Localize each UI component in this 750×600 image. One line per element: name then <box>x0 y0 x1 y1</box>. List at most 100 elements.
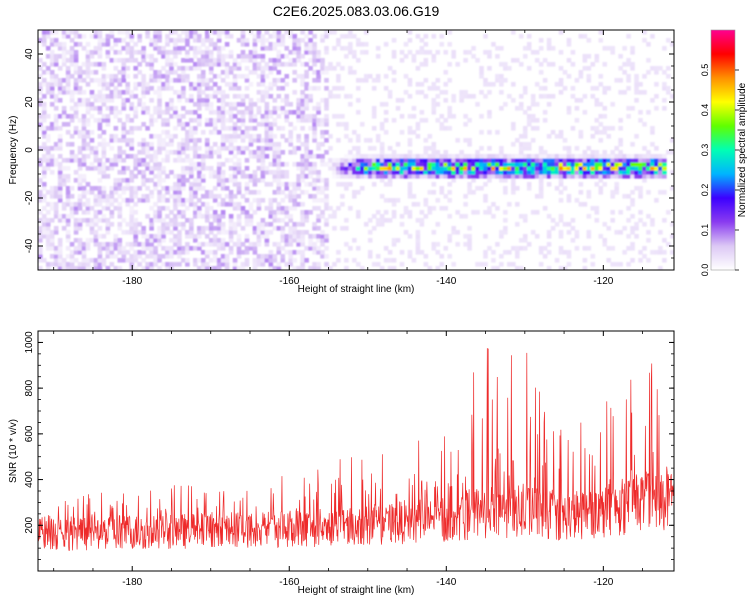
heatmap-cell <box>169 98 174 103</box>
heatmap-cell <box>89 114 95 119</box>
heatmap-cell <box>284 162 290 167</box>
heatmap-cell <box>622 154 627 159</box>
heatmap-cell <box>554 174 560 179</box>
heatmap-cell <box>169 170 174 175</box>
heatmap-cell <box>419 50 425 55</box>
heatmap-cell <box>105 142 111 147</box>
heatmap-cell <box>268 170 274 175</box>
heatmap-cell <box>49 262 55 267</box>
heatmap-cell <box>189 194 194 199</box>
heatmap-cell <box>284 110 290 115</box>
heatmap-cell <box>105 98 111 103</box>
heatmap-cell <box>97 234 103 239</box>
heatmap-cell <box>610 126 615 131</box>
heatmap-cell <box>650 66 655 71</box>
heatmap-cell <box>479 262 484 267</box>
heatmap-cell <box>479 114 484 119</box>
heatmap-cell <box>204 214 210 219</box>
heatmap-cell <box>650 162 655 167</box>
heatmap-cell <box>348 138 353 143</box>
heatmap-cell <box>304 162 309 167</box>
heatmap-cell <box>85 262 91 267</box>
heatmap-cell <box>276 182 282 187</box>
heatmap-cell <box>38 194 43 199</box>
heatmap-cell <box>173 62 178 67</box>
heatmap-cell <box>570 166 576 171</box>
heatmap-cell <box>642 174 647 179</box>
heatmap-cell <box>121 150 127 155</box>
heatmap-cell <box>264 62 270 67</box>
heatmap-cell <box>260 98 266 103</box>
heatmap-cell <box>296 110 301 115</box>
heatmap-cell <box>566 150 572 155</box>
heatmap-cell <box>216 246 222 251</box>
heatmap-cell <box>618 230 623 235</box>
heatmap-cell <box>276 126 282 131</box>
heatmap-cell <box>197 146 202 151</box>
heatmap-cell <box>662 158 667 163</box>
heatmap-cell <box>300 118 305 123</box>
heatmap-cell <box>304 230 309 235</box>
heatmap-cell <box>153 210 158 215</box>
heatmap-cell <box>236 170 242 175</box>
heatmap-cell <box>288 34 294 39</box>
heatmap-cell <box>538 46 544 51</box>
heatmap-cell <box>614 230 619 235</box>
heatmap-cell <box>495 242 500 247</box>
heatmap-cell <box>252 154 258 159</box>
heatmap-cell <box>93 98 99 103</box>
heatmap-cell <box>272 266 278 270</box>
heatmap-cell <box>129 94 135 99</box>
heatmap-cell <box>654 154 659 159</box>
heatmap-cell <box>236 254 242 259</box>
heatmap-cell <box>435 102 441 107</box>
heatmap-cell <box>69 158 75 163</box>
heatmap-cell <box>204 210 210 215</box>
heatmap-cell <box>415 174 421 179</box>
heatmap-cell <box>542 118 548 123</box>
heatmap-cell <box>197 46 202 51</box>
heatmap-cell <box>578 34 584 39</box>
heatmap-cell <box>439 154 445 159</box>
heatmap-cell <box>252 174 258 179</box>
heatmap-cell <box>77 78 83 83</box>
heatmap-cell <box>662 162 667 167</box>
heatmap-cell <box>69 214 75 219</box>
heatmap-cell <box>288 194 294 199</box>
heatmap-cell <box>344 186 349 191</box>
heatmap-cell <box>157 182 162 187</box>
heatmap-cell <box>224 266 230 270</box>
heatmap-cell <box>181 226 186 231</box>
heatmap-cell <box>49 202 55 207</box>
heatmap-cell <box>101 78 107 83</box>
heatmap-cell <box>336 42 341 47</box>
heatmap-cell <box>352 166 357 171</box>
heatmap-cell <box>522 146 528 151</box>
heatmap-cell <box>662 190 667 195</box>
heatmap-cell <box>113 134 119 139</box>
heatmap-cell <box>407 210 413 215</box>
heatmap-cell <box>173 198 178 203</box>
heatmap-cell <box>479 90 484 95</box>
heatmap-cell <box>61 262 67 267</box>
heatmap-cell <box>650 218 655 223</box>
heatmap-cell <box>49 82 55 87</box>
heatmap-cell <box>455 210 460 215</box>
snr-series-line <box>38 348 674 551</box>
heatmap-cell <box>85 102 91 107</box>
heatmap-cell <box>467 138 472 143</box>
heatmap-cell <box>268 66 274 71</box>
heatmap-cell <box>427 146 433 151</box>
heatmap-cell <box>161 198 166 203</box>
heatmap-cell <box>232 170 238 175</box>
heatmap-cell <box>439 122 445 127</box>
heatmap-cell <box>447 42 453 47</box>
heatmap-cell <box>149 54 154 59</box>
heatmap-cell <box>451 98 456 103</box>
heatmap-cell <box>288 50 294 55</box>
heatmap-cell <box>670 186 674 191</box>
heatmap-cell <box>427 190 433 195</box>
heatmap-cell <box>590 262 596 267</box>
heatmap-cell <box>634 174 639 179</box>
heatmap-cell <box>626 234 631 239</box>
